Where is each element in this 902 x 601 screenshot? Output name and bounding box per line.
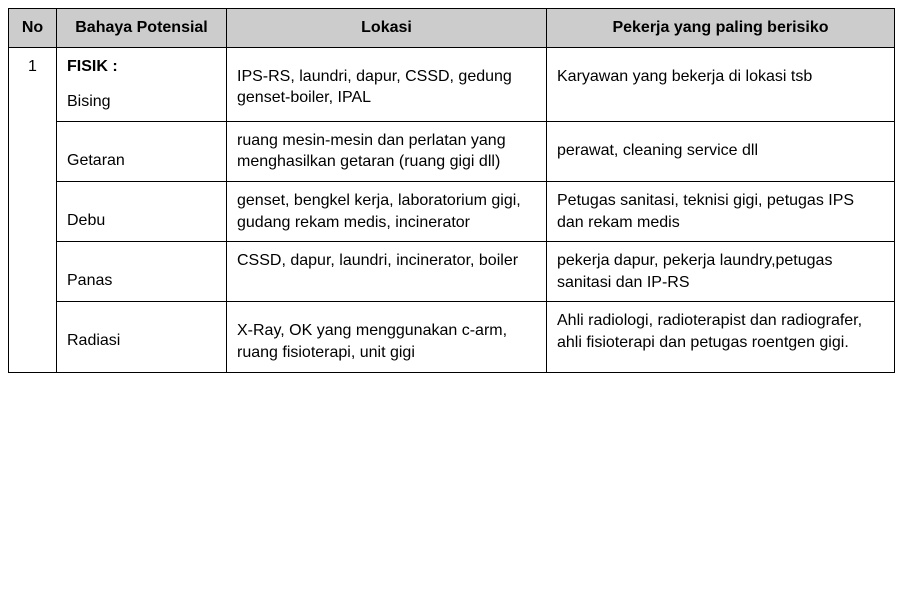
hazard-cell: Getaran: [57, 121, 227, 181]
col-header-workers: Pekerja yang paling berisiko: [547, 9, 895, 48]
table-header-row: No Bahaya Potensial Lokasi Pekerja yang …: [9, 9, 895, 48]
hazard-name: Bising: [67, 93, 111, 110]
workers-cell: pekerja dapur, pekerja laundry,petugas s…: [547, 242, 895, 302]
location-cell: CSSD, dapur, laundri, incinerator, boile…: [227, 242, 547, 302]
hazard-cell: FISIK : Bising: [57, 47, 227, 121]
workers-cell: Petugas sanitasi, teknisi gigi, petugas …: [547, 181, 895, 241]
table-row: Getaran ruang mesin-mesin dan perlatan y…: [9, 121, 895, 181]
col-header-no: No: [9, 9, 57, 48]
category-heading: FISIK :: [67, 56, 216, 78]
hazard-cell: Radiasi: [57, 302, 227, 372]
hazard-table: No Bahaya Potensial Lokasi Pekerja yang …: [8, 8, 895, 373]
hazard-cell: Debu: [57, 181, 227, 241]
workers-cell: Ahli radiologi, radioterapist dan radiog…: [547, 302, 895, 372]
location-cell: ruang mesin-mesin dan perlatan yang meng…: [227, 121, 547, 181]
workers-cell: Karyawan yang bekerja di lokasi tsb: [547, 47, 895, 121]
workers-cell: perawat, cleaning service dll: [547, 121, 895, 181]
col-header-hazard: Bahaya Potensial: [57, 9, 227, 48]
table-row: Panas CSSD, dapur, laundri, incinerator,…: [9, 242, 895, 302]
table-row: Radiasi X-Ray, OK yang menggunakan c-arm…: [9, 302, 895, 372]
location-cell: X-Ray, OK yang menggunakan c-arm, ruang …: [227, 302, 547, 372]
group-no-cell: 1: [9, 47, 57, 372]
table-row: Debu genset, bengkel kerja, laboratorium…: [9, 181, 895, 241]
location-cell: IPS-RS, laundri, dapur, CSSD, gedung gen…: [227, 47, 547, 121]
hazard-cell: Panas: [57, 242, 227, 302]
table-row: 1 FISIK : Bising IPS-RS, laundri, dapur,…: [9, 47, 895, 121]
col-header-location: Lokasi: [227, 9, 547, 48]
location-cell: genset, bengkel kerja, laboratorium gigi…: [227, 181, 547, 241]
